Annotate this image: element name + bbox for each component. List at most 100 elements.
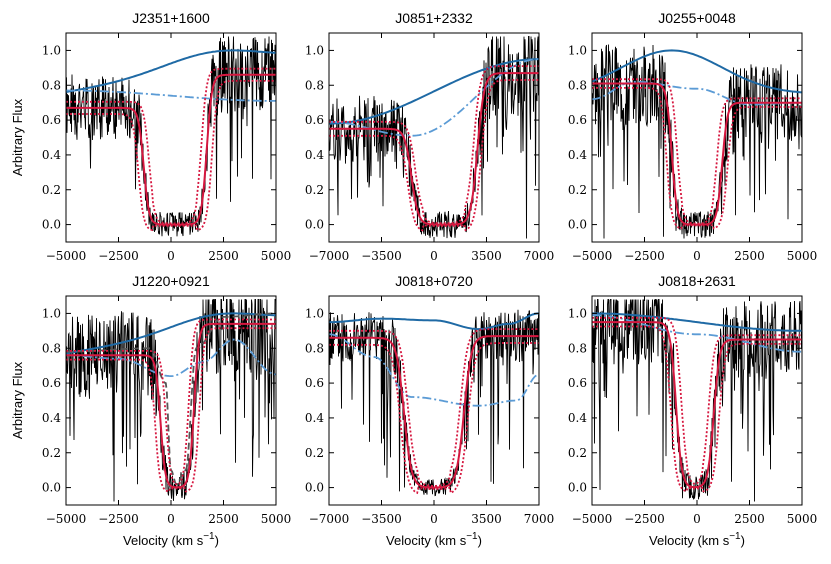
model-line — [66, 322, 276, 489]
spectrum-line — [592, 44, 802, 239]
x-tick-label: −7000 — [309, 249, 350, 263]
x-tick-label: −3500 — [361, 249, 402, 263]
y-tick-label: 0.6 — [568, 376, 587, 390]
x-tick-label: 0 — [167, 512, 175, 526]
model-band-line — [592, 78, 802, 225]
x-tick-label: −3500 — [361, 512, 402, 526]
x-tick-label: 2500 — [734, 512, 765, 526]
continuum-line — [329, 58, 539, 125]
y-tick-label: 0.4 — [568, 148, 587, 162]
x-tick-label: 5000 — [787, 512, 818, 526]
model-band-line — [329, 342, 539, 495]
y-tick-label: 0.0 — [305, 218, 324, 232]
y-tick-label: 0.8 — [568, 78, 587, 92]
y-tick-label: 1.0 — [568, 43, 587, 57]
model-line — [329, 72, 539, 226]
spectrum-line — [329, 36, 539, 239]
x-tick-label: 5000 — [261, 249, 292, 263]
y-tick-label: 0.0 — [305, 481, 324, 495]
x-tick-label: 0 — [430, 249, 438, 263]
x-tick-label: −5000 — [572, 512, 613, 526]
y-tick-label: 0.8 — [305, 341, 324, 355]
y-tick-label: 0.8 — [42, 78, 61, 92]
y-tick-label: 0.0 — [568, 218, 587, 232]
y-tick-label: 0.4 — [305, 148, 324, 162]
y-axis-label: Arbitrary Flux — [10, 98, 25, 176]
qso-continuum-line — [592, 314, 802, 353]
x-axis-label: Velocity (km s−1) — [386, 531, 482, 548]
model-band-line — [66, 80, 276, 232]
x-tick-label: −5000 — [572, 249, 613, 263]
y-tick-label: 0.2 — [305, 446, 324, 460]
panel-title: J0255+0048 — [658, 10, 736, 26]
panel-title: J0851+2332 — [395, 10, 473, 26]
x-tick-label: −5000 — [46, 249, 87, 263]
plot-area — [329, 309, 539, 497]
model-band-line — [592, 325, 802, 493]
x-tick-label: 0 — [430, 512, 438, 526]
continuum-line — [592, 312, 802, 332]
panel-title: J1220+0921 — [132, 273, 210, 289]
x-axis-label: Velocity (km s−1) — [123, 531, 219, 548]
plot-area — [592, 299, 802, 502]
x-tick-label: 0 — [693, 512, 701, 526]
model-line — [592, 321, 802, 489]
y-axis-label: Arbitrary Flux — [10, 361, 25, 439]
y-tick-label: 0.4 — [568, 411, 587, 425]
x-tick-label: −2500 — [98, 512, 139, 526]
y-tick-label: 0.0 — [568, 481, 587, 495]
x-tick-label: −2500 — [624, 512, 665, 526]
y-tick-label: 0.6 — [305, 376, 324, 390]
continuum-line — [66, 312, 276, 355]
y-tick-label: 0.8 — [305, 78, 324, 92]
y-tick-label: 0.6 — [42, 376, 61, 390]
panel-title: J2351+1600 — [132, 10, 210, 26]
x-tick-label: 2500 — [208, 249, 239, 263]
x-tick-label: 0 — [693, 249, 701, 263]
panel-J0818a: J0818+0720 −7000 −3500 0 3500 7000 0.0 0.2 0.4 0.… — [305, 273, 554, 548]
plot-area — [66, 298, 276, 502]
model-band-line — [66, 67, 276, 225]
y-tick-label: 0.8 — [42, 341, 61, 355]
y-tick-label: 0.2 — [568, 446, 587, 460]
model-band-line — [592, 316, 802, 485]
y-tick-label: 0.0 — [42, 481, 61, 495]
y-tick-label: 0.6 — [42, 113, 61, 127]
y-tick-label: 1.0 — [305, 306, 324, 320]
x-tick-label: 5000 — [261, 512, 292, 526]
model-band-line — [329, 79, 539, 232]
x-tick-label: 3500 — [471, 512, 502, 526]
panel-J1220: J1220+0921 −5000 −2500 0 2500 5000 0.0 0.2 0.4 0.… — [10, 273, 291, 548]
y-tick-label: 1.0 — [305, 43, 324, 57]
x-tick-label: 3500 — [471, 249, 502, 263]
qso-continuum-line — [66, 338, 276, 378]
x-tick-label: 0 — [167, 249, 175, 263]
continuum-line — [66, 49, 276, 93]
qso-continuum-line — [66, 89, 276, 102]
model-line — [329, 335, 539, 489]
y-tick-label: 0.2 — [568, 183, 587, 197]
y-tick-label: 0.0 — [42, 218, 61, 232]
panel-J0851: J0851+2332 −7000 −3500 0 3500 7000 0.0 0.2 0.4 0.… — [305, 10, 554, 263]
model-band-line — [329, 328, 539, 487]
y-tick-label: 0.4 — [42, 411, 61, 425]
x-tick-label: −2500 — [624, 249, 665, 263]
qso-continuum-line — [592, 80, 802, 106]
y-tick-label: 0.2 — [305, 183, 324, 197]
panel-title: J0818+0720 — [395, 273, 473, 289]
panel-J2351: J2351+1600 −5000 −2500 0 2500 5000 0.0 0.2 0.4 0.… — [10, 10, 291, 263]
continuum-line — [592, 49, 802, 94]
y-tick-label: 0.6 — [568, 113, 587, 127]
model-line — [66, 73, 276, 226]
x-tick-label: 2500 — [734, 249, 765, 263]
y-tick-label: 1.0 — [42, 43, 61, 57]
plot-area — [329, 36, 539, 239]
y-tick-label: 1.0 — [568, 306, 587, 320]
panel-title: J0818+2631 — [658, 273, 736, 289]
x-tick-label: 7000 — [524, 249, 555, 263]
spectrum-line — [592, 299, 802, 502]
model-line — [592, 82, 802, 226]
x-tick-label: −2500 — [98, 249, 139, 263]
panel-J0255: J0255+0048 −5000 −2500 0 2500 5000 0.0 0.2 0.4 0.… — [568, 10, 817, 263]
